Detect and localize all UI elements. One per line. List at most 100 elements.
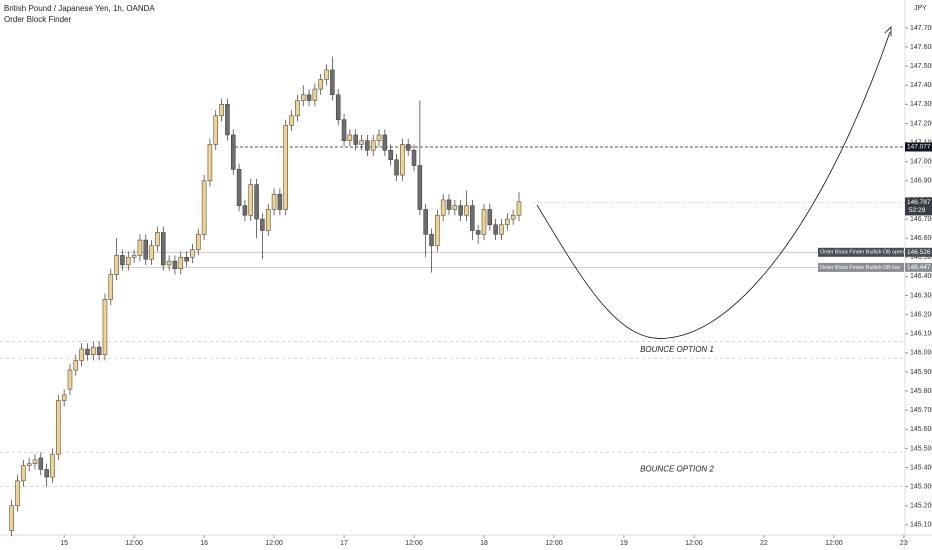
order-block-name: Order Block Finder Bullish OB low [820,265,900,271]
candle-body [330,69,335,96]
candle-body [464,205,469,216]
x-tick-label: 23 [900,540,908,547]
price-box-label: 146.787 [907,199,931,206]
candle-body [96,346,102,356]
price-box-label: 146.447 [907,264,931,271]
y-tick-label: 147.300 [910,101,932,108]
price-box [905,197,932,216]
candle-body [114,255,119,275]
candle-body [417,165,423,210]
candle-body [219,104,224,117]
price-box [905,262,932,272]
candle-body [306,94,312,101]
candle-body [149,245,154,260]
y-tick-label: 147.400 [910,82,932,89]
candle-body [405,144,411,151]
candle-body [347,134,353,141]
projection-curve [536,31,891,339]
candle-body [400,144,405,176]
candle-body [178,257,184,269]
candle-body [137,239,143,256]
candle-body [481,209,487,235]
x-tick-label: 18 [480,540,488,547]
candle-body [73,360,79,371]
y-tick-label: 145.900 [910,369,932,376]
candle-body [248,184,253,216]
y-tick-label: 146.000 [910,350,932,357]
y-tick-label: 147.500 [910,63,932,70]
candle-body [91,346,96,356]
candle-body [341,119,347,141]
candle-body [120,255,125,266]
candle-body [277,193,283,210]
candle-body [452,205,458,210]
y-tick-label: 147.200 [910,120,932,127]
candle-body [50,453,55,478]
candle-body [265,209,271,231]
x-tick-label: 12:00 [125,540,143,547]
candle-body [435,214,440,247]
order-block-name: Order Block Finder Bullish OB open [820,250,904,256]
candle-body [312,88,318,101]
y-tick-label: 145.200 [910,503,932,510]
candle-body [382,134,388,151]
candle-body [108,274,114,300]
candle-body [67,369,73,390]
candle-body [201,180,207,235]
candle-body [429,234,434,247]
candle-body [376,134,382,141]
x-tick-label: 12:00 [545,540,563,547]
candle-body [15,480,20,507]
candle-body [475,230,481,235]
candle-body [21,465,26,482]
candle-body [365,140,370,151]
y-tick-label: 145.800 [910,388,932,395]
candle-body [56,400,61,455]
x-tick-label: 22 [760,540,768,547]
candle-body [44,469,49,478]
candle-body [230,134,236,170]
x-tick-label: 12:00 [825,540,843,547]
candle-body [394,159,399,176]
y-tick-label: 147.600 [910,44,932,51]
candle-body [324,69,329,80]
currency: JPY [914,5,927,12]
candle-body [470,205,475,231]
y-tick-label: 146.500 [910,254,932,261]
candle-body [242,205,248,216]
y-tick-label: 145.600 [910,426,932,433]
y-tick-label: 146.900 [910,178,932,185]
candle-body [499,224,504,235]
price-box [905,142,932,152]
y-tick-label: 145.300 [910,483,932,490]
candle-body [335,94,341,120]
x-tick-label: 12:00 [405,540,423,547]
candle-body [131,255,137,258]
candle-body [353,134,358,145]
y-tick-label: 146.100 [910,331,932,338]
candle-body [155,232,160,247]
projection-arrowhead [884,26,892,36]
x-tick-label: 19 [620,540,628,547]
candle-body [318,79,323,90]
candle-body [9,505,14,531]
countdown: 52:29 [909,207,926,214]
price-box-label: 146.526 [907,249,931,256]
y-tick-label: 147.700 [910,25,932,32]
candle-body [32,459,38,464]
indicator-name: Order Block Finder [4,15,71,24]
x-tick-label: 16 [200,540,208,547]
order-block-name-box [818,262,904,272]
candle-body [61,394,67,401]
zone-label: BOUNCE OPTION 2 [640,465,714,474]
candle-body [458,205,463,216]
candle-body [85,348,90,356]
price-box [905,247,932,257]
candle-body [516,201,522,216]
candle-body [26,463,32,466]
candle-body [411,149,417,166]
y-tick-label: 146.600 [910,235,932,242]
candle-body [260,218,265,231]
